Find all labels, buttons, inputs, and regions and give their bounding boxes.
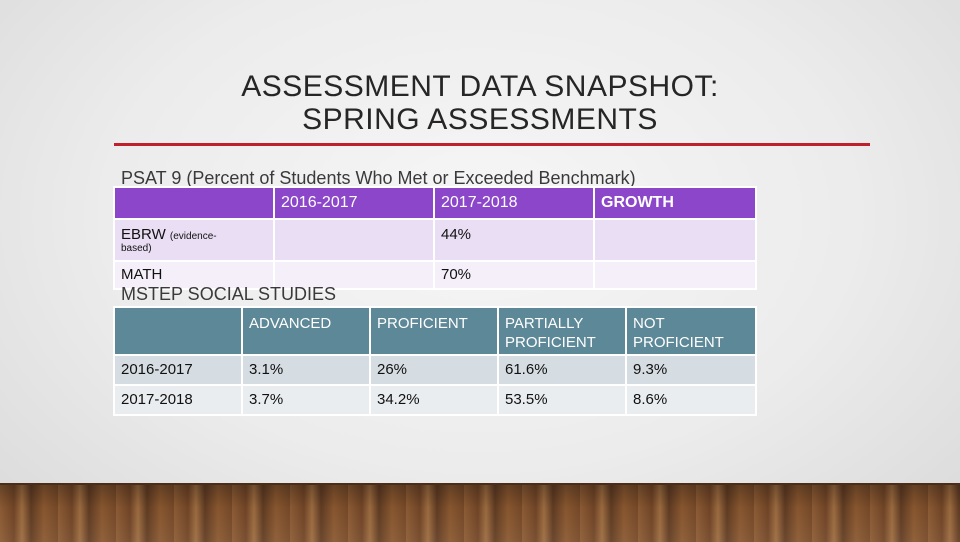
mstep-2016-partial: 61.6% [497, 354, 627, 386]
slide-title: ASSESSMENT DATA SNAPSHOT: SPRING ASSESSM… [0, 70, 960, 136]
psat-ebrw-2017: 44% [433, 218, 595, 262]
mstep-2016-not: 9.3% [625, 354, 757, 386]
mstep-table: ADVANCED PROFICIENT PARTIALLY PROFICIENT… [113, 306, 757, 416]
mstep-header-proficient: PROFICIENT [369, 306, 499, 356]
slide-title-line-2: SPRING ASSESSMENTS [302, 103, 658, 136]
psat-math-2017: 70% [433, 260, 595, 290]
mstep-2017-year: 2017-2018 [113, 384, 243, 416]
psat-section-label: PSAT 9 (Percent of Students Who Met or E… [121, 168, 636, 188]
psat-table: 2016-2017 2017-2018 GROWTH EBRW (evidenc… [113, 186, 757, 290]
psat-header-growth: GROWTH [593, 186, 757, 220]
psat-header-blank [113, 186, 275, 220]
psat-ebrw-note: (evidence- [169, 231, 217, 242]
mstep-row-2017: 2017-2018 3.7% 34.2% 53.5% 8.6% [113, 384, 757, 416]
mstep-2017-advanced: 3.7% [241, 384, 371, 416]
psat-math-growth [593, 260, 757, 290]
psat-row-math: MATH 70% [113, 260, 757, 290]
mstep-2017-not: 8.6% [625, 384, 757, 416]
mstep-header-blank [113, 306, 243, 356]
mstep-2016-advanced: 3.1% [241, 354, 371, 386]
psat-header-2017: 2017-2018 [433, 186, 595, 220]
mstep-row-2016: 2016-2017 3.1% 26% 61.6% 9.3% [113, 354, 757, 386]
mstep-2017-proficient: 34.2% [369, 384, 499, 416]
psat-ebrw-note-cont: based) [121, 243, 152, 254]
mstep-header-partially-proficient: PARTIALLY PROFICIENT [497, 306, 627, 356]
mstep-2017-partial: 53.5% [497, 384, 627, 416]
psat-math-2016 [273, 260, 435, 290]
psat-header-row: 2016-2017 2017-2018 GROWTH [113, 186, 757, 220]
psat-row-label: EBRW (evidence- based) [113, 218, 275, 262]
title-divider [114, 143, 870, 146]
wood-floor-decoration [0, 483, 960, 542]
mstep-header-advanced: ADVANCED [241, 306, 371, 356]
psat-row-ebrw: EBRW (evidence- based) 44% [113, 218, 757, 262]
psat-ebrw-label: EBRW [121, 226, 166, 243]
mstep-header-row: ADVANCED PROFICIENT PARTIALLY PROFICIENT… [113, 306, 757, 356]
mstep-2016-proficient: 26% [369, 354, 499, 386]
psat-ebrw-2016 [273, 218, 435, 262]
psat-math-label: MATH [113, 260, 275, 290]
mstep-section-label: MSTEP SOCIAL STUDIES [121, 284, 337, 304]
mstep-2016-year: 2016-2017 [113, 354, 243, 386]
psat-header-2016: 2016-2017 [273, 186, 435, 220]
mstep-header-not-proficient: NOT PROFICIENT [625, 306, 757, 356]
slide-title-line-1: ASSESSMENT DATA SNAPSHOT: [241, 70, 719, 103]
psat-ebrw-growth [593, 218, 757, 262]
